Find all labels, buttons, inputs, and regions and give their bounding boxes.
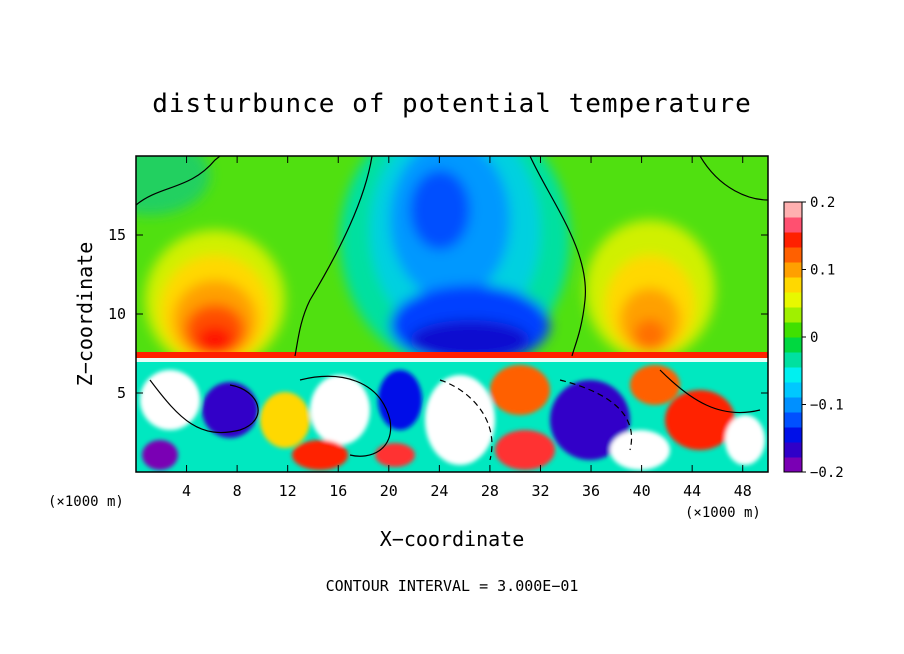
y-axis: 5 10 15 <box>108 226 768 402</box>
colorbar-swatch <box>784 442 802 458</box>
x-axis-label: X−coordinate <box>380 527 525 551</box>
tropopause-band <box>136 352 768 358</box>
colorbar-swatch <box>784 457 802 473</box>
contour-line <box>699 156 768 201</box>
contour-line <box>299 375 392 457</box>
colorbar-swatch <box>784 412 802 428</box>
x-tick-label: 20 <box>380 482 398 500</box>
eddy <box>292 440 348 470</box>
colorbar-swatch <box>784 367 802 383</box>
y-tick-label: 10 <box>108 305 126 323</box>
x-unit-left: (×1000 m) <box>48 494 124 510</box>
eddy <box>665 390 735 450</box>
eddy <box>140 370 200 430</box>
colorbar-swatch <box>784 427 802 443</box>
chart-title: disturbunce of potential temperature <box>152 89 752 119</box>
colorbar-tick-label: −0.1 <box>810 398 844 414</box>
eddy <box>310 375 370 445</box>
eddy <box>378 370 422 430</box>
contour-line <box>439 379 493 461</box>
contour-line <box>659 369 761 414</box>
colorbar-swatch <box>784 247 802 263</box>
x-tick-label: 16 <box>329 482 347 500</box>
eddy <box>375 443 415 467</box>
contour-line <box>149 379 259 434</box>
y-tick-label: 5 <box>117 384 126 402</box>
x-tick-label: 12 <box>279 482 297 500</box>
heatmap-field <box>136 156 768 472</box>
eddy <box>630 365 680 405</box>
x-tick-label: 48 <box>734 482 752 500</box>
colorbar-swatch <box>784 337 802 353</box>
colorbar-tick-label: 0.2 <box>810 195 835 211</box>
colorbar: 0.2 0.1 0 −0.1 −0.2 <box>783 195 844 481</box>
cold-base-inner <box>410 320 530 360</box>
lower-layer-eddies <box>140 365 765 470</box>
colorbar-tick-label: −0.2 <box>810 465 844 481</box>
contour-line <box>559 379 633 451</box>
colorbar-swatch <box>784 322 802 338</box>
x-unit-right: (×1000 m) <box>685 505 761 521</box>
eddy <box>550 380 630 460</box>
colorbar-tick-label: 0.1 <box>810 263 835 279</box>
contour-lines <box>136 156 768 461</box>
y-axis-label: Z−coordinate <box>73 242 97 387</box>
colorbar-swatch <box>784 202 802 218</box>
colorbar-swatch <box>784 307 802 323</box>
eddy <box>202 382 258 438</box>
eddy <box>725 415 765 465</box>
eddy <box>142 440 178 470</box>
colorbar-swatch <box>784 397 802 413</box>
colorbar-swatch <box>784 382 802 398</box>
x-axis: 4 8 12 16 20 24 28 32 36 40 44 48 <box>182 156 752 500</box>
x-tick-label: 24 <box>430 482 448 500</box>
colorbar-tick-label: 0 <box>810 330 818 346</box>
x-tick-label: 40 <box>633 482 651 500</box>
warm-core-right-center <box>634 319 666 351</box>
colorbar-swatch <box>784 232 802 248</box>
cold-plume-core <box>410 170 470 250</box>
eddy <box>260 392 310 448</box>
y-tick-label: 15 <box>108 226 126 244</box>
eddy <box>495 430 555 470</box>
colorbar-swatch <box>784 352 802 368</box>
contour-line <box>294 156 373 357</box>
x-tick-label: 4 <box>182 482 191 500</box>
eddy <box>490 365 550 415</box>
colorbar-swatch <box>784 277 802 293</box>
warm-core-left-peak <box>197 326 233 354</box>
upper-left-neutral <box>136 156 210 215</box>
tropopause-white <box>136 358 768 362</box>
x-tick-label: 44 <box>683 482 701 500</box>
eddy <box>425 375 495 465</box>
eddy <box>610 430 670 470</box>
contour-line <box>136 156 221 206</box>
colorbar-swatch <box>784 217 802 233</box>
upper-layer-anomalies <box>136 156 715 370</box>
contour-interval-note: CONTOUR INTERVAL = 3.000E−01 <box>326 577 579 595</box>
x-tick-label: 36 <box>582 482 600 500</box>
colorbar-swatch <box>784 262 802 278</box>
x-tick-label: 28 <box>481 482 499 500</box>
colorbar-swatch <box>784 292 802 308</box>
contour-line <box>529 156 586 357</box>
x-tick-label: 8 <box>233 482 242 500</box>
x-tick-label: 32 <box>531 482 549 500</box>
